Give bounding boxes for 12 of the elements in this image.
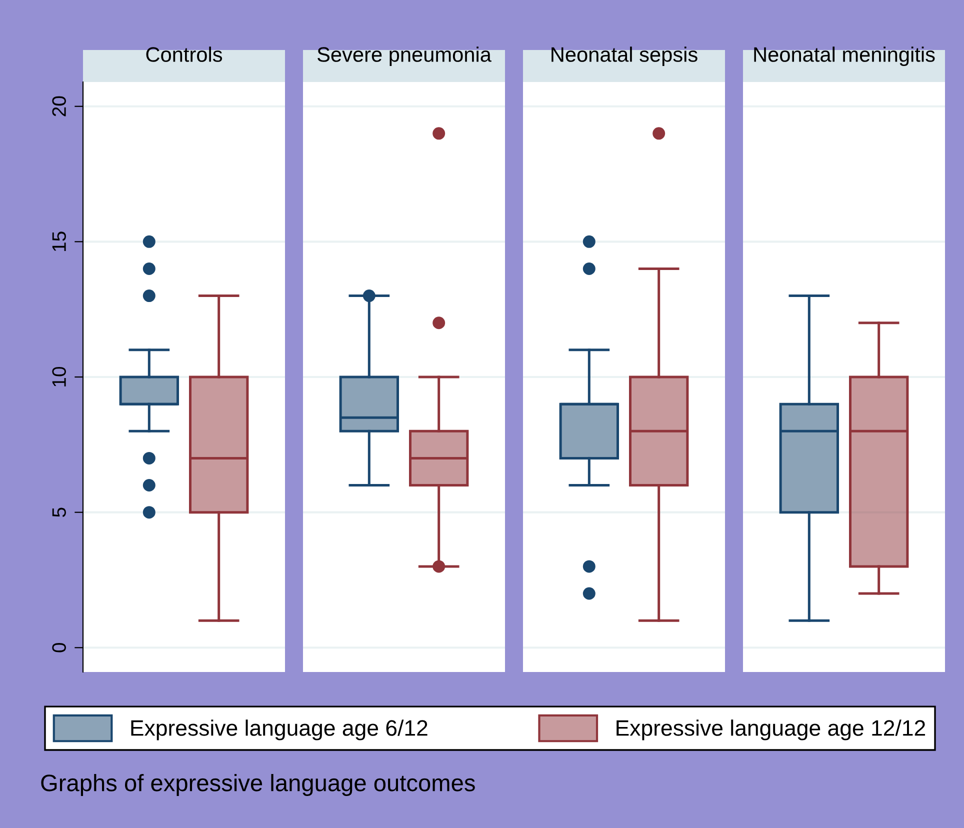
x-tick-label: Neonatal meningitis	[754, 46, 935, 66]
text: Graphs of expressive language outcomes	[41, 774, 475, 796]
x-tick-label: Controls	[146, 46, 222, 62]
y-tick-label: 10	[52, 366, 66, 386]
x-tick-label: Severe pneumonia	[318, 46, 492, 66]
y-tick-label: 15	[52, 232, 66, 252]
y-tick-label: 0	[52, 642, 66, 652]
x-tick-label: Neonatal sepsis	[552, 46, 698, 66]
y-tick-label: 20	[52, 96, 66, 116]
y-tick-label: 5	[52, 508, 66, 517]
legend-label: Expressive language age 6/12	[131, 720, 428, 740]
legend-label: Expressive language age 12/12	[616, 720, 926, 740]
